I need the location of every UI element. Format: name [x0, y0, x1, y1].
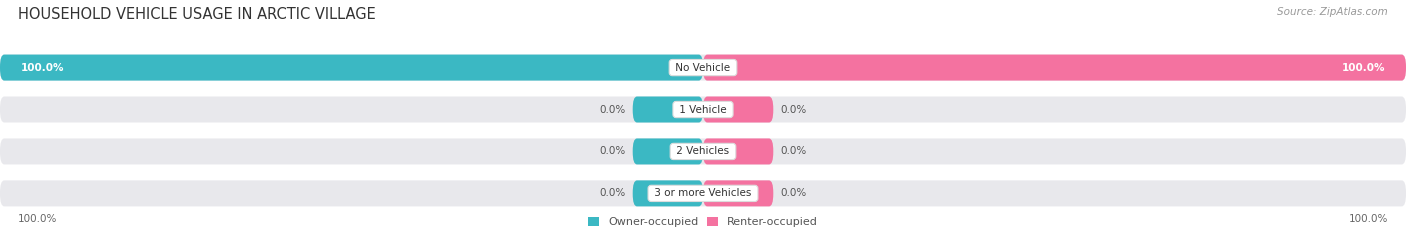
- FancyBboxPatch shape: [633, 138, 703, 164]
- FancyBboxPatch shape: [703, 180, 773, 206]
- Text: 100.0%: 100.0%: [21, 63, 65, 72]
- Text: 0.0%: 0.0%: [780, 105, 807, 114]
- FancyBboxPatch shape: [0, 96, 1406, 123]
- Text: Source: ZipAtlas.com: Source: ZipAtlas.com: [1277, 7, 1388, 17]
- Text: 1 Vehicle: 1 Vehicle: [676, 105, 730, 114]
- FancyBboxPatch shape: [703, 96, 773, 123]
- FancyBboxPatch shape: [0, 55, 1406, 81]
- Text: No Vehicle: No Vehicle: [672, 63, 734, 72]
- FancyBboxPatch shape: [703, 55, 1406, 81]
- FancyBboxPatch shape: [703, 138, 773, 164]
- FancyBboxPatch shape: [0, 138, 1406, 164]
- Text: 0.0%: 0.0%: [599, 147, 626, 156]
- Text: 100.0%: 100.0%: [1348, 214, 1388, 224]
- Text: 0.0%: 0.0%: [780, 188, 807, 198]
- Text: 100.0%: 100.0%: [18, 214, 58, 224]
- Text: 0.0%: 0.0%: [599, 188, 626, 198]
- Text: HOUSEHOLD VEHICLE USAGE IN ARCTIC VILLAGE: HOUSEHOLD VEHICLE USAGE IN ARCTIC VILLAG…: [18, 7, 375, 22]
- Text: 3 or more Vehicles: 3 or more Vehicles: [651, 188, 755, 198]
- FancyBboxPatch shape: [0, 55, 703, 81]
- FancyBboxPatch shape: [633, 180, 703, 206]
- Text: 0.0%: 0.0%: [599, 105, 626, 114]
- Text: 2 Vehicles: 2 Vehicles: [673, 147, 733, 156]
- Text: 0.0%: 0.0%: [780, 147, 807, 156]
- Legend: Owner-occupied, Renter-occupied: Owner-occupied, Renter-occupied: [588, 217, 818, 227]
- Text: 100.0%: 100.0%: [1341, 63, 1385, 72]
- FancyBboxPatch shape: [633, 96, 703, 123]
- FancyBboxPatch shape: [0, 180, 1406, 206]
